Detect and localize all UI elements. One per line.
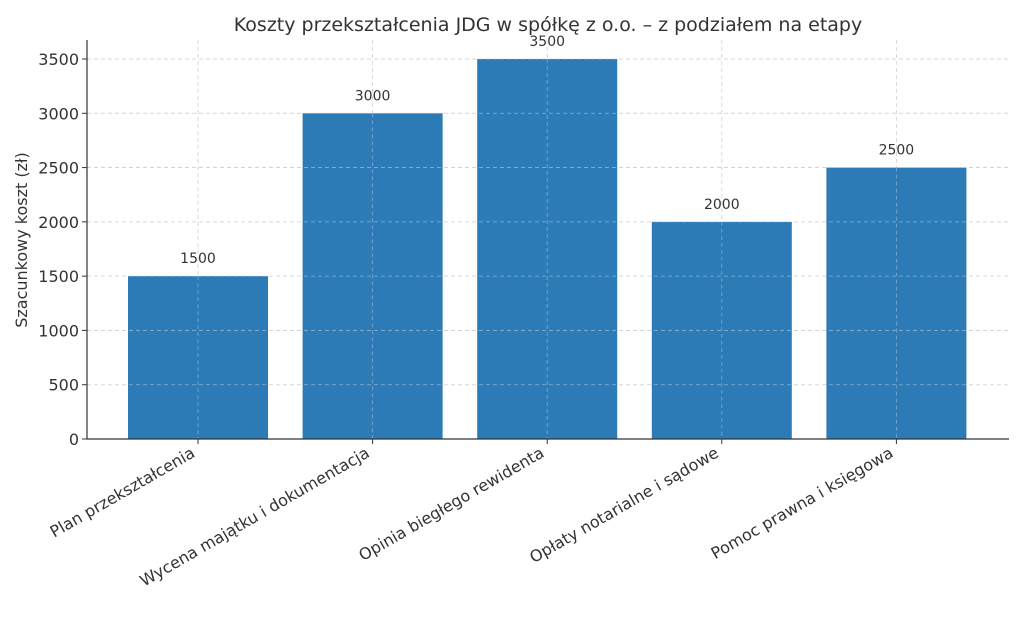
y-tick-label: 2500 <box>38 159 79 178</box>
data-label: 2500 <box>879 143 915 159</box>
data-label: 2000 <box>704 197 740 213</box>
x-tick-label: Opinia biegłego rewidenta <box>355 443 547 565</box>
y-tick-label: 1000 <box>38 321 79 340</box>
chart-title: Koszty przekształcenia JDG w spółkę z o.… <box>234 14 862 36</box>
data-label: 3000 <box>355 88 391 104</box>
y-tick-label: 3000 <box>38 104 79 123</box>
y-axis-ticks: 0 500 1000 1500 2000 2500 3000 3500 <box>38 50 87 449</box>
x-tick-label: Pomoc prawna i księgowa <box>708 443 897 563</box>
axes <box>86 40 1009 440</box>
data-label: 1500 <box>180 251 216 267</box>
data-label: 3500 <box>529 34 565 50</box>
y-axis-label: Szacunkowy koszt (zł) <box>12 152 31 328</box>
y-tick-label: 3500 <box>38 50 79 69</box>
y-tick-label: 0 <box>69 430 79 449</box>
data-labels: 1500 3000 3500 2000 2500 <box>180 34 914 267</box>
y-tick-label: 2000 <box>38 213 79 232</box>
x-tick-label: Opłaty notarialne i sądowe <box>526 443 722 567</box>
y-tick-label: 500 <box>48 376 79 395</box>
grid-lines-overlay <box>87 58 1009 439</box>
y-tick-label: 1500 <box>38 267 79 286</box>
x-tick-label: Plan przekształcenia <box>47 443 198 541</box>
